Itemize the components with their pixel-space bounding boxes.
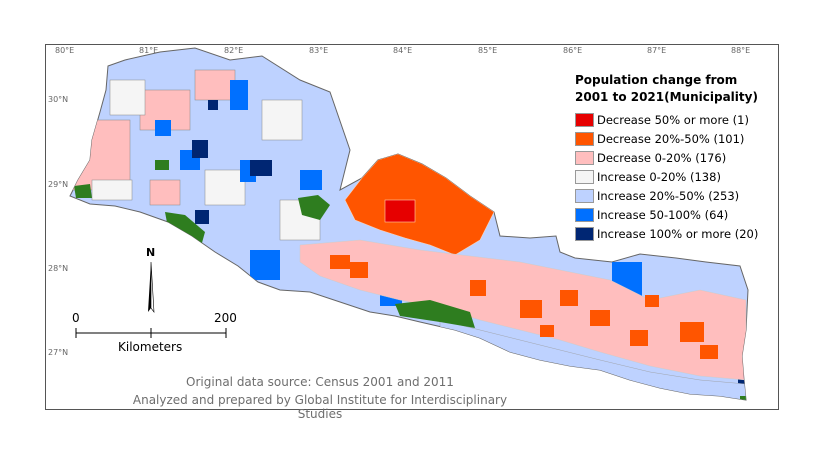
legend-item: Decrease 50% or more (1) (575, 110, 775, 129)
lon-tick: 85°E (478, 46, 498, 55)
scale-start-label: 0 (72, 311, 80, 325)
scale-end-label: 200 (214, 311, 237, 325)
source-line1: Original data source: Census 2001 and 20… (186, 375, 454, 389)
legend-swatch (575, 207, 594, 222)
lon-tick: 81°E (139, 46, 159, 55)
legend-label: Increase 50-100% (64) (597, 207, 729, 222)
legend-title-line2: 2001 to 2021(Municipality) (575, 90, 758, 104)
legend-swatch (575, 150, 594, 165)
lat-tick: 27°N (48, 348, 69, 357)
legend-title-line1: Population change from (575, 73, 738, 87)
legend-swatch (575, 131, 594, 146)
lon-tick: 86°E (563, 46, 583, 55)
lat-tick: 29°N (48, 180, 69, 189)
lon-tick: 83°E (309, 46, 329, 55)
lon-tick: 82°E (224, 46, 244, 55)
legend-item: Decrease 0-20% (176) (575, 148, 775, 167)
lat-tick: 30°N (48, 95, 69, 104)
legend-item: Decrease 20%-50% (101) (575, 129, 775, 148)
legend-swatch (575, 112, 594, 127)
legend-item: Increase 0-20% (138) (575, 167, 775, 186)
lon-tick: 80°E (55, 46, 75, 55)
legend-item: Increase 50-100% (64) (575, 205, 775, 224)
lon-tick: 87°E (647, 46, 667, 55)
source-line2: Analyzed and prepared by Global Institut… (132, 393, 508, 421)
legend-label: Decrease 20%-50% (101) (597, 131, 745, 146)
legend-label: Increase 0-20% (138) (597, 169, 721, 184)
legend-label: Decrease 0-20% (176) (597, 150, 727, 165)
legend-swatch (575, 226, 594, 241)
legend-swatch (575, 169, 594, 184)
lat-tick: 28°N (48, 264, 69, 273)
legend-label: Increase 20%-50% (253) (597, 188, 740, 203)
legend-label: Increase 100% or more (20) (597, 226, 759, 241)
legend-item: Increase 20%-50% (253) (575, 186, 775, 205)
north-arrow-icon (148, 261, 155, 313)
legend: Population change from 2001 to 2021(Muni… (575, 72, 775, 243)
lon-tick: 88°E (731, 46, 751, 55)
legend-label: Decrease 50% or more (1) (597, 112, 749, 127)
legend-swatch (575, 188, 594, 203)
scale-unit-label: Kilometers (118, 340, 183, 354)
north-arrow-label: N (146, 246, 156, 259)
legend-item: Increase 100% or more (20) (575, 224, 775, 243)
scale-bar (75, 328, 227, 338)
lon-tick: 84°E (393, 46, 413, 55)
